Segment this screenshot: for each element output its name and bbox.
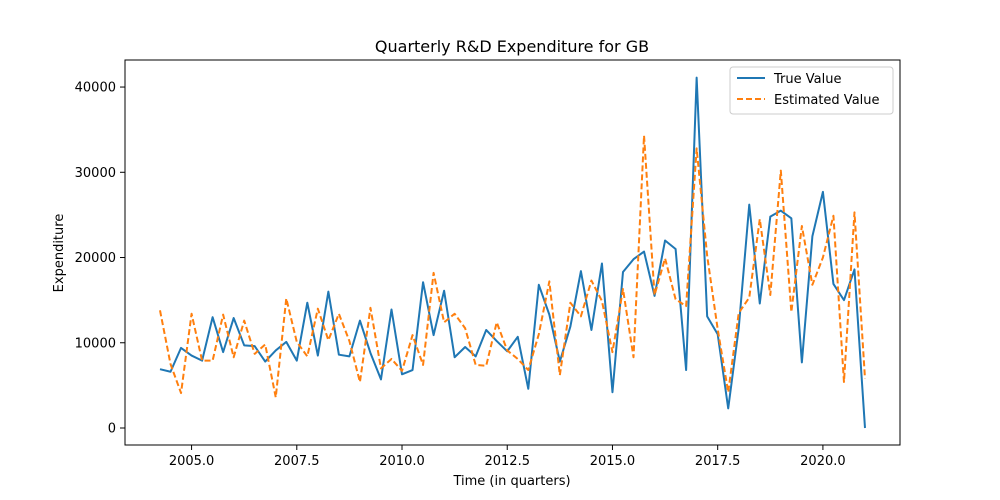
x-tick-label: 2015.0 (590, 454, 636, 469)
legend-label-estimated-value: Estimated Value (774, 93, 880, 108)
plot-frame (124, 59, 901, 446)
x-tick-label: 2007.5 (274, 454, 320, 469)
y-tick-label: 10000 (75, 336, 116, 351)
y-tick-label: 40000 (75, 81, 116, 96)
x-tick-label: 2017.5 (695, 454, 741, 469)
x-tick-label: 2012.5 (484, 454, 530, 469)
x-tick-label: 2010.0 (379, 454, 425, 469)
legend-label-true-value: True Value (773, 72, 841, 87)
x-tick-label: 2005.0 (169, 454, 215, 469)
x-tick-label: 2020.0 (800, 454, 846, 469)
y-tick-label: 20000 (75, 251, 116, 266)
y-axis: 0 10000 20000 30000 40000 (75, 81, 125, 437)
plot-lines (159, 76, 866, 429)
y-tick-label: 30000 (75, 166, 116, 181)
x-axis: 2005.0 2007.5 2010.0 2012.5 2015.0 2017.5 2020… (169, 445, 846, 469)
x-axis-label: Time (in quarters) (452, 474, 570, 489)
legend-box (729, 66, 894, 115)
chart-title: Quarterly R&D Expenditure for GB (375, 37, 649, 56)
legend: True Value Estimated Value (729, 66, 894, 115)
series-line-estimated-value (159, 134, 866, 399)
series-line-true-value (159, 76, 866, 429)
y-tick-label: 0 (108, 422, 116, 437)
y-axis-label: Expenditure (52, 214, 67, 293)
